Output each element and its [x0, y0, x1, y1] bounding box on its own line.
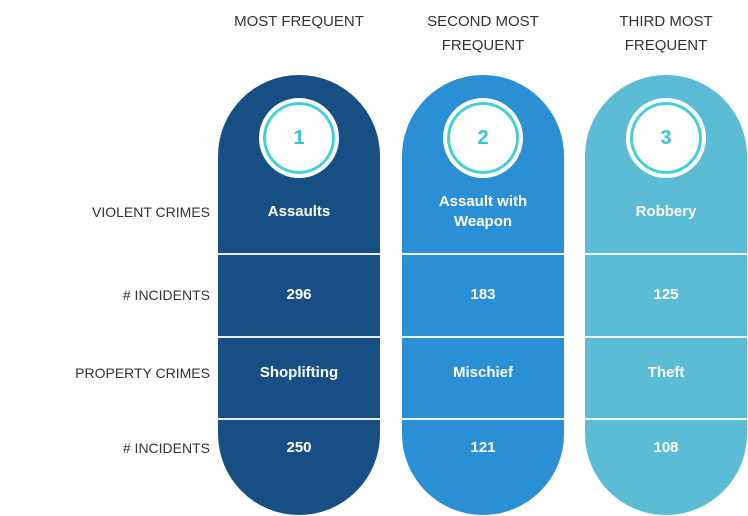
column-pill: 1 Assaults 296 Shoplifting 250 [218, 75, 380, 515]
cell-value: 250 [286, 439, 312, 456]
row-separator [218, 336, 380, 338]
row-separator [218, 253, 380, 255]
column-pill: 3 Robbery 125 Theft 108 [585, 75, 747, 515]
row-separator [585, 253, 747, 255]
column-header: THIRD MOST FREQUENT [619, 13, 713, 54]
rank-badge: 2 [443, 98, 523, 178]
row-separator [218, 418, 380, 420]
cell-value: Robbery [635, 203, 697, 220]
cell-value: 183 [470, 286, 496, 303]
row-separator [585, 418, 747, 420]
row-separator [585, 336, 747, 338]
cell-value: Assault with Weapon [438, 193, 528, 230]
cell-value: Shoplifting [259, 364, 339, 381]
row-separator [402, 253, 564, 255]
column-header: SECOND MOST FREQUENT [427, 13, 539, 54]
cell-value: 125 [653, 286, 679, 303]
column-header: MOST FREQUENT [234, 13, 364, 30]
row-label: VIOLENT CRIMES [92, 204, 210, 220]
row-separator [402, 418, 564, 420]
row-label: PROPERTY CRIMES [75, 365, 210, 381]
rank-badge: 1 [259, 98, 339, 178]
row-label: # INCIDENTS [122, 440, 210, 456]
row-label: # INCIDENTS [122, 287, 210, 303]
cell-value: 296 [286, 286, 312, 303]
rank-badge: 3 [626, 98, 706, 178]
cell-value: Mischief [452, 364, 513, 381]
cell-value: 121 [470, 439, 496, 456]
column-pill: 2 Assault with Weapon 183 Mischief 121 [402, 75, 564, 515]
row-separator [402, 336, 564, 338]
cell-value: Theft [647, 364, 685, 381]
cell-value: 108 [653, 439, 679, 456]
cell-value: Assaults [267, 203, 331, 220]
